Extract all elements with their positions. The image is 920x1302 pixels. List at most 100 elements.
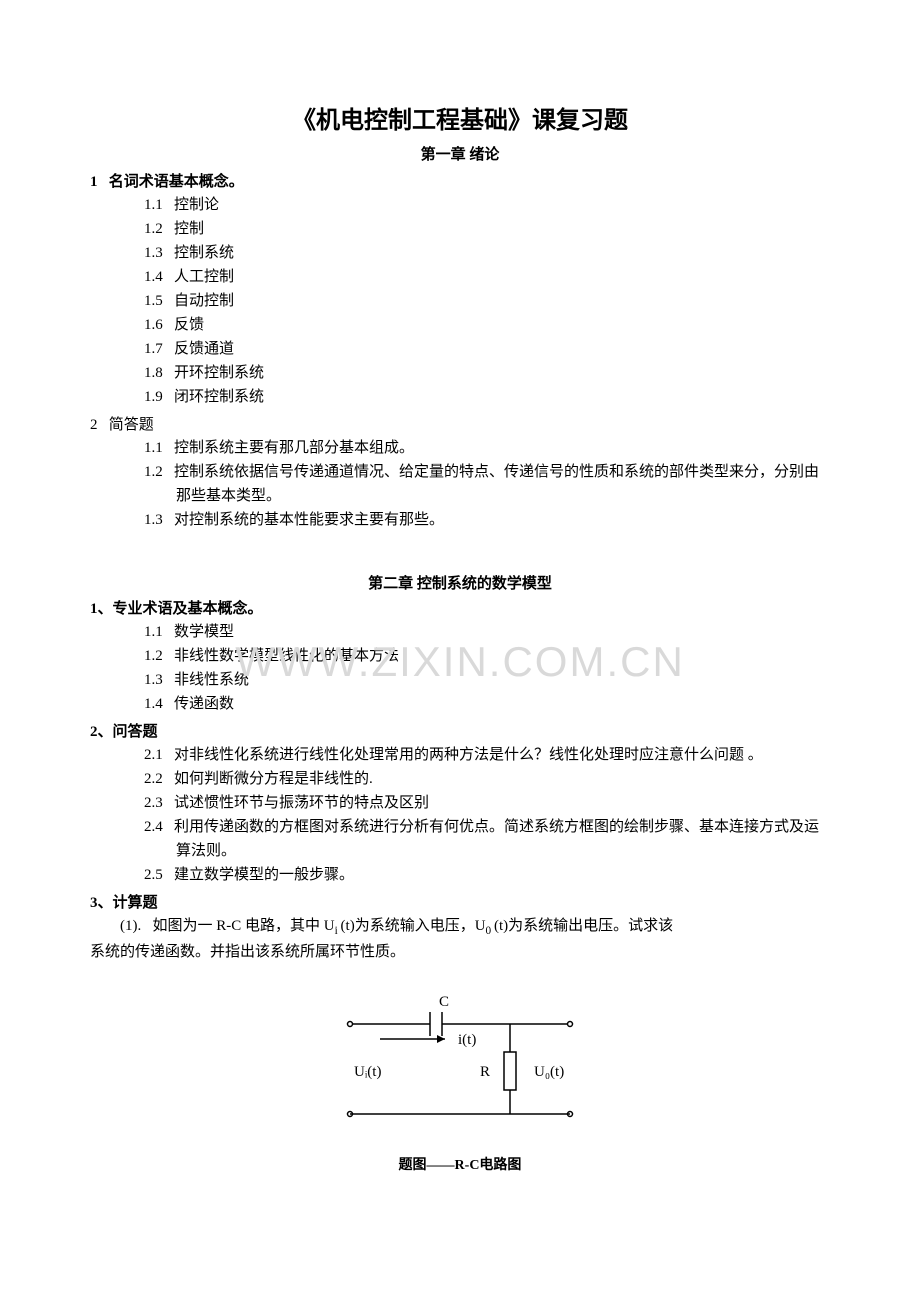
ch2-sec1-num: 1、 (90, 601, 113, 617)
ch1-sec2-label: 简答题 (109, 417, 154, 433)
circuit-diagram: C i(t) R Uᵢ(t) U₀(t) (310, 984, 610, 1144)
list-item: 1.9 闭环控制系统 (144, 385, 830, 409)
ch2-sec2-label: 问答题 (113, 724, 158, 740)
ch1-sec1-list: 1.1 控制论1.2 控制1.3 控制系统1.4 人工控制1.5 自动控制1.6… (90, 193, 830, 409)
list-item-text: 对控制系统的基本性能要求主要有那些。 (174, 512, 444, 528)
q1-pre: 如图为一 R-C 电路，其中 U (153, 918, 335, 934)
list-item: 2.5 建立数学模型的一般步骤。 (144, 863, 830, 887)
ch2-sec1-head: 1、专业术语及基本概念。 (90, 597, 830, 618)
list-item-text: 反馈通道 (174, 341, 234, 357)
label-C: C (439, 994, 449, 1010)
list-item-num: 1.1 (144, 624, 163, 640)
ch2-sec2-num: 2、 (90, 724, 113, 740)
list-item: 1.6 反馈 (144, 313, 830, 337)
ch2-sec3-q1-line2: 系统的传递函数。并指出该系统所属环节性质。 (90, 940, 830, 964)
list-item-text: 建立数学模型的一般步骤。 (174, 867, 354, 883)
ch1-sec2-head: 2 简答题 (90, 413, 830, 434)
list-item-text: 反馈 (174, 317, 204, 333)
list-item-num: 1.8 (144, 365, 163, 381)
ch2-sec3-head: 3、计算题 (90, 891, 830, 912)
list-item: 1.3 控制系统 (144, 241, 830, 265)
list-item-num: 1.4 (144, 269, 163, 285)
list-item-num: 2.4 (144, 819, 163, 835)
list-item: 1.5 自动控制 (144, 289, 830, 313)
list-item: 2.4 利用传递函数的方框图对系统进行分析有何优点。简述系统方框图的绘制步骤、基… (144, 815, 830, 863)
list-item-text: 控制系统依据信号传递通道情况、给定量的特点、传递信号的性质和系统的部件类型来分，… (174, 464, 819, 504)
list-item-text: 人工控制 (174, 269, 234, 285)
ch1-sec2-list: 1.1 控制系统主要有那几部分基本组成。1.2 控制系统依据信号传递通道情况、给… (90, 436, 830, 532)
list-item: 1.2 控制系统依据信号传递通道情况、给定量的特点、传递信号的性质和系统的部件类… (144, 460, 830, 508)
list-item: 1.8 开环控制系统 (144, 361, 830, 385)
ch1-sec1-head: 1 名词术语基本概念。 (90, 170, 830, 191)
list-item: 1.2 控制 (144, 217, 830, 241)
ch2-sec2-list: 2.1 对非线性化系统进行线性化处理常用的两种方法是什么？线性化处理时应注意什么… (90, 743, 830, 887)
list-item-text: 试述惯性环节与振荡环节的特点及区别 (174, 795, 429, 811)
ch1-sec2-num: 2 (90, 417, 98, 433)
ch2-sec3-num: 3、 (90, 895, 113, 911)
chapter2-heading: 第二章 控制系统的数学模型 (90, 572, 830, 593)
label-U0: U₀(t) (534, 1064, 564, 1080)
list-item: 1.1 数学模型 (144, 620, 830, 644)
list-item: 2.3 试述惯性环节与振荡环节的特点及区别 (144, 791, 830, 815)
list-item-text: 利用传递函数的方框图对系统进行分析有何优点。简述系统方框图的绘制步骤、基本连接方… (174, 819, 819, 859)
list-item-text: 控制系统主要有那几部分基本组成。 (174, 440, 414, 456)
list-item-text: 自动控制 (174, 293, 234, 309)
list-item-text: 控制 (174, 221, 204, 237)
list-item-text: 开环控制系统 (174, 365, 264, 381)
list-item: 1.4 人工控制 (144, 265, 830, 289)
ch1-sec1-label: 名词术语基本概念。 (109, 174, 244, 190)
list-item: 1.1 控制系统主要有那几部分基本组成。 (144, 436, 830, 460)
list-item-text: 非线性系统 (174, 672, 249, 688)
list-item-num: 1.2 (144, 464, 163, 480)
label-it: i(t) (458, 1032, 476, 1048)
label-Ui: Uᵢ(t) (354, 1064, 381, 1080)
label-R: R (480, 1064, 490, 1080)
list-item-num: 1.7 (144, 341, 163, 357)
list-item-text: 数学模型 (174, 624, 234, 640)
list-item-num: 2.5 (144, 867, 163, 883)
ch2-sec3-label: 计算题 (113, 895, 158, 911)
list-item-num: 1.1 (144, 440, 163, 456)
list-item-text: 闭环控制系统 (174, 389, 264, 405)
list-item-num: 1.3 (144, 245, 163, 261)
q1-sub2: 0 (486, 925, 494, 937)
q1-mid1: (t)为系统输入电压，U (341, 918, 486, 934)
list-item-num: 1.6 (144, 317, 163, 333)
list-item-num: 1.9 (144, 389, 163, 405)
list-item: 2.1 对非线性化系统进行线性化处理常用的两种方法是什么？线性化处理时应注意什么… (144, 743, 830, 767)
list-item-num: 1.1 (144, 197, 163, 213)
list-item-text: 传递函数 (174, 696, 234, 712)
list-item-text: 对非线性化系统进行线性化处理常用的两种方法是什么？线性化处理时应注意什么问题 。 (174, 747, 763, 763)
list-item-num: 2.2 (144, 771, 163, 787)
list-item-text: 非线性数学模型线性化的基本方法 (174, 648, 399, 664)
list-item: 1.2 非线性数学模型线性化的基本方法 (144, 644, 830, 668)
list-item-text: 如何判断微分方程是非线性的. (174, 771, 373, 787)
list-item-num: 1.3 (144, 672, 163, 688)
list-item-text: 控制论 (174, 197, 219, 213)
list-item: 2.2 如何判断微分方程是非线性的. (144, 767, 830, 791)
ch2-sec2-head: 2、问答题 (90, 720, 830, 741)
figure-wrap: C i(t) R Uᵢ(t) U₀(t) 题图——R-C电路图 (300, 984, 620, 1174)
list-item: 1.1 控制论 (144, 193, 830, 217)
figure-caption: 题图——R-C电路图 (300, 1154, 620, 1174)
list-item-num: 2.1 (144, 747, 163, 763)
list-item: 1.4 传递函数 (144, 692, 830, 716)
page-title: 《机电控制工程基础》课复习题 (90, 100, 830, 135)
list-item: 1.3 非线性系统 (144, 668, 830, 692)
q1-mid2: (t)为系统输出电压。试求该 (494, 918, 673, 934)
list-item-num: 2.3 (144, 795, 163, 811)
ch2-sec1-label: 专业术语及基本概念。 (113, 601, 263, 617)
list-item: 1.7 反馈通道 (144, 337, 830, 361)
list-item-num: 1.5 (144, 293, 163, 309)
ch2-sec1-list: 1.1 数学模型1.2 非线性数学模型线性化的基本方法1.3 非线性系统1.4 … (90, 620, 830, 716)
q1-num: (1). (120, 918, 141, 934)
list-item-num: 1.4 (144, 696, 163, 712)
list-item: 1.3 对控制系统的基本性能要求主要有那些。 (144, 508, 830, 532)
list-item-num: 1.2 (144, 221, 163, 237)
list-item-num: 1.2 (144, 648, 163, 664)
ch1-sec1-num: 1 (90, 174, 98, 190)
chapter1-heading: 第一章 绪论 (90, 143, 830, 164)
list-item-num: 1.3 (144, 512, 163, 528)
list-item-text: 控制系统 (174, 245, 234, 261)
ch2-sec3-q1-line1: (1). 如图为一 R-C 电路，其中 Ui (t)为系统输入电压，U0 (t)… (90, 914, 830, 940)
